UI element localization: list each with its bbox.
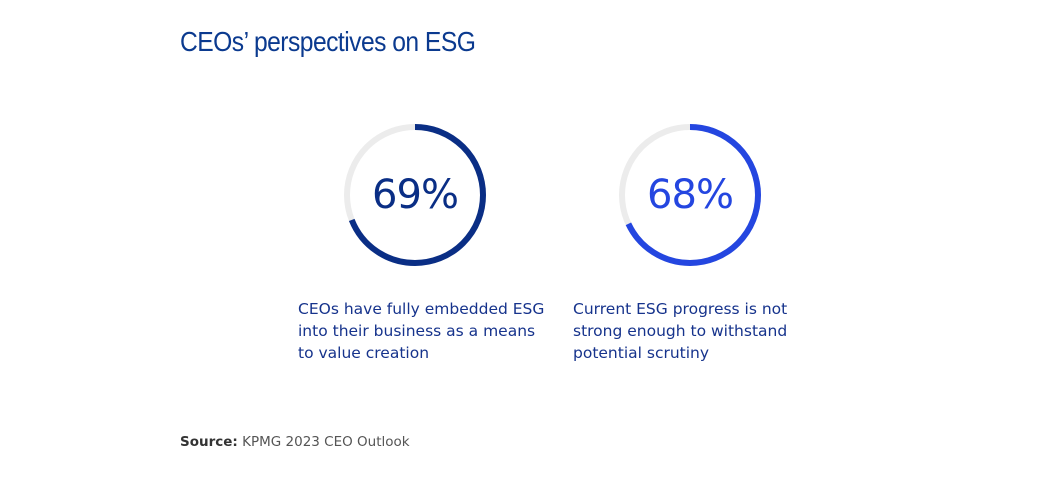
donut-1-svg — [344, 124, 486, 266]
donut-chart-esg-embedded: 69% — [340, 120, 490, 270]
source-note: Source: KPMG 2023 CEO Outlook — [180, 434, 410, 450]
chart-title: CEOs’ perspectives on ESG — [180, 26, 476, 57]
donut-chart-esg-progress: 68% — [615, 120, 765, 270]
source-text: KPMG 2023 CEO Outlook — [242, 434, 410, 450]
donut-1-caption: CEOs have fully embedded ESG into their … — [298, 300, 545, 362]
donut-2-caption: Current ESG progress is not strong enoug… — [573, 300, 788, 362]
source-label: Source: — [180, 434, 238, 450]
donut-1-value-label: 69% — [372, 172, 459, 218]
donut-2-svg — [619, 124, 761, 266]
donut-2-value-arc — [619, 124, 761, 266]
donut-1-value-arc — [344, 124, 486, 266]
donut-2-value-label: 68% — [647, 172, 734, 218]
